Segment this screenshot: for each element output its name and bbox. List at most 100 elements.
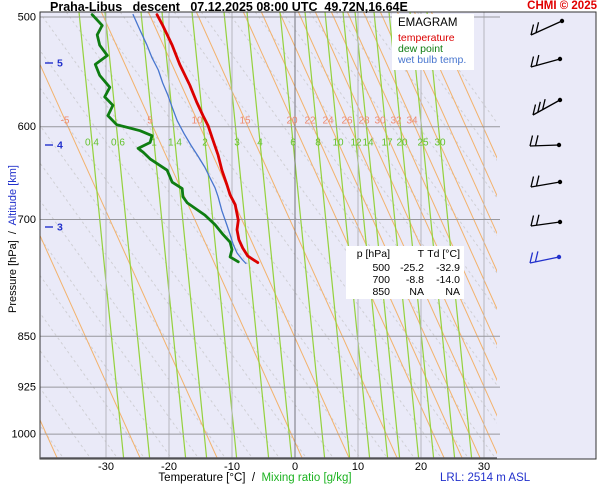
mixing-ratio-line	[304, 12, 351, 459]
page-title: Praha-Libus descent 07.12.2025 08:00 UTC…	[50, 0, 408, 14]
plot-background	[40, 12, 596, 459]
wind-barb	[529, 135, 562, 148]
moist-adiabat-label: 28	[358, 116, 370, 127]
table-row: 850 NA NA	[346, 286, 464, 298]
pressure-tick-label: 600	[18, 121, 36, 133]
temperature-tick-label: 20	[415, 461, 427, 473]
pressure-tick-label: 500	[18, 12, 36, 24]
moist-adiabat-label: 34	[406, 116, 418, 127]
copyright-notice: CHMI © 2025	[527, 0, 597, 12]
barb-feather-icon	[537, 101, 541, 113]
wind-barb	[530, 175, 563, 188]
barb-feather-icon	[530, 215, 535, 227]
barb-feather-icon	[534, 135, 539, 146]
dry-adiabat-line	[40, 12, 362, 459]
altitude-tick-label: 4	[57, 140, 63, 152]
altitude-tick-label: 5	[57, 58, 63, 70]
cell-p-850: 850	[372, 286, 390, 298]
barb-feather-icon	[541, 99, 546, 110]
dry-adiabat-line	[40, 49, 335, 459]
barb-feather-icon	[530, 24, 535, 36]
cell-td-850: NA	[445, 286, 460, 298]
barb-feather-icon	[534, 251, 539, 263]
col-header-dewpoint: Td [°C]	[427, 248, 460, 260]
station-dot-icon	[557, 56, 563, 62]
dry-adiabat-line	[119, 12, 443, 459]
wind-barb	[530, 214, 563, 227]
station-dot-icon	[557, 97, 563, 103]
barb-feather-icon	[535, 22, 540, 33]
grid-area	[40, 12, 497, 459]
mixing-ratio-line	[426, 12, 473, 459]
mixing-ratio-label: 0.6	[111, 138, 125, 149]
altitude-tick-label: 3	[57, 222, 63, 234]
dry-adiabat-line	[173, 12, 497, 459]
temperature-tick-label: -20	[161, 461, 177, 473]
moist-adiabat-label: 5	[147, 116, 153, 127]
moist-adiabat-label: 26	[341, 116, 353, 127]
moist-adiabat-line	[195, 12, 399, 459]
mixing-ratio-line	[388, 12, 435, 459]
mixing-ratio-line	[191, 12, 238, 459]
wind-barb	[530, 54, 563, 68]
mixing-ratio-label: 20	[396, 138, 408, 149]
moist-adiabat-line	[379, 12, 497, 273]
dry-adiabat-line	[40, 124, 281, 459]
mixing-ratio-label: 1	[151, 138, 157, 149]
moist-adiabat-line	[314, 12, 497, 417]
mixing-ratio-line	[78, 12, 125, 459]
wind-barb	[529, 251, 562, 264]
cell-p-700: 700	[372, 274, 390, 286]
mixing-ratio-label: 8	[315, 138, 321, 149]
wind-barb	[530, 18, 565, 36]
mixing-ratio-label: 6	[290, 138, 296, 149]
mixing-ratio-label: 4	[257, 138, 263, 149]
col-header-pressure: p [hPa]	[356, 248, 390, 260]
mixing-ratio-label: 3	[234, 138, 240, 149]
barb-feather-icon	[529, 252, 534, 264]
mixing-ratio-line	[140, 12, 187, 459]
lrl-altitude-readout: LRL: 2514 m ASL	[440, 472, 531, 484]
wind-barb	[532, 97, 563, 116]
cell-t-500: -25.2	[400, 262, 424, 274]
table-row: 500 -25.2 -32.9	[346, 262, 464, 274]
barb-feather-icon	[535, 214, 540, 226]
mixing-ratio-label: 12	[350, 138, 362, 149]
y-axis-label: Pressure [hPa] / Altitude [km]	[7, 129, 19, 349]
barb-feather-icon	[535, 175, 540, 187]
wet-bulb-curve	[132, 13, 247, 265]
cell-td-700: -14.0	[436, 274, 460, 286]
dry-adiabat-line	[40, 162, 254, 459]
pressure-tick-label: 850	[18, 331, 36, 343]
barb-feather-icon	[535, 54, 540, 66]
temperature-tick-label: -30	[98, 461, 114, 473]
moist-adiabat-label: 22	[304, 116, 316, 127]
moist-adiabat-line	[430, 12, 497, 159]
temperature-tick-label: 30	[478, 461, 490, 473]
barb-feather-icon	[530, 176, 535, 188]
temperature-tick-label: 0	[292, 461, 298, 473]
mixing-ratio-label: 14	[362, 138, 374, 149]
dry-adiabat-line	[281, 12, 497, 312]
dry-adiabat-line	[92, 12, 416, 459]
mixing-ratio-label: 25	[417, 138, 429, 149]
moist-adiabat-line	[40, 63, 219, 459]
table-row: 700 -8.8 -14.0	[346, 274, 464, 286]
station-dot-icon	[556, 254, 562, 260]
moist-adiabat-label: 20	[286, 116, 298, 127]
x-axis-label-mixing-ratio: Mixing ratio [g/kg]	[261, 472, 352, 484]
mixing-ratio-label: 17	[381, 138, 393, 149]
moist-adiabat-label: -5	[61, 116, 70, 127]
mixing-ratio-label: 1.4	[168, 138, 182, 149]
mixing-ratio-line	[104, 12, 151, 459]
moist-adiabat-label: 24	[322, 116, 334, 127]
cell-t-850: NA	[409, 286, 424, 298]
pressure-tick-label: 925	[18, 382, 36, 394]
barb-feather-icon	[530, 56, 535, 68]
station-dot-icon	[557, 219, 563, 225]
temperature-tick-label: -10	[224, 461, 240, 473]
station-dot-icon	[559, 18, 565, 24]
table-header-row: p [hPa] T Td [°C]	[346, 248, 464, 260]
cell-p-500: 500	[372, 262, 390, 274]
